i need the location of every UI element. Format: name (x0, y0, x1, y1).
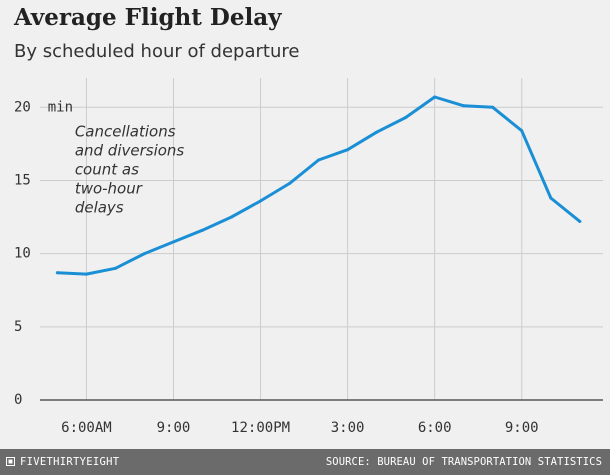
x-tick-label: 6:00 (418, 420, 452, 436)
annotation-line: and diversions (75, 142, 185, 160)
data-point (433, 95, 437, 99)
data-point (549, 196, 553, 200)
data-point (520, 129, 524, 133)
x-tick-label: 3:00 (331, 420, 365, 436)
x-tick-label: 12:00PM (231, 420, 290, 436)
x-tick-label: 9:00 (157, 420, 191, 436)
annotation-line: delays (75, 199, 124, 217)
data-point (404, 116, 408, 119)
y-tick-labels: 0 5 10 15 20 min (14, 99, 73, 408)
series-group (55, 95, 582, 276)
chart-title: Average Flight Delay (14, 4, 282, 31)
data-point (172, 240, 175, 244)
y-tick-label: 15 (14, 172, 31, 188)
data-point (462, 104, 466, 108)
y-gridlines (40, 106, 603, 401)
footer-brand: FIVETHIRTYEIGHT (6, 456, 119, 468)
line-chart: 0 5 10 15 20 min 6:00AM 9:00 12:00PM 3:00 6:00 9:… (14, 78, 603, 436)
y-tick-label: 5 (14, 319, 22, 335)
data-point (84, 272, 88, 276)
data-point (55, 271, 59, 275)
data-point (375, 130, 379, 134)
data-point (143, 252, 146, 256)
data-point (491, 105, 495, 109)
x-tick-label: 9:00 (505, 420, 539, 436)
y-tick-label: 10 (14, 246, 31, 262)
footer-brand-text: FIVETHIRTYEIGHT (20, 456, 120, 468)
y-tick-label: 20 min (14, 99, 73, 115)
annotation-line: two-hour (75, 180, 143, 198)
fivethirtyeight-logo-icon (6, 457, 15, 466)
annotation-line: count as (75, 161, 139, 179)
footer-source: SOURCE: BUREAU OF TRANSPORTATION STATIST… (325, 456, 602, 468)
chart-subtitle: By scheduled hour of departure (14, 41, 300, 62)
footer-bar: FIVETHIRTYEIGHT SOURCE: BUREAU OF TRANSP… (0, 449, 610, 475)
data-point (317, 158, 321, 162)
y-tick-label: 0 (14, 392, 22, 408)
data-point (201, 228, 204, 232)
data-point (230, 215, 233, 219)
data-point (578, 219, 582, 223)
data-point (346, 148, 350, 152)
x-tick-label: 6:00AM (61, 420, 112, 436)
data-point (259, 199, 263, 203)
x-tick-labels: 6:00AM 9:00 12:00PM 3:00 6:00 9:00 (61, 420, 538, 436)
annotation-line: Cancellations (75, 123, 176, 141)
data-point (288, 181, 292, 185)
data-point (114, 266, 117, 270)
